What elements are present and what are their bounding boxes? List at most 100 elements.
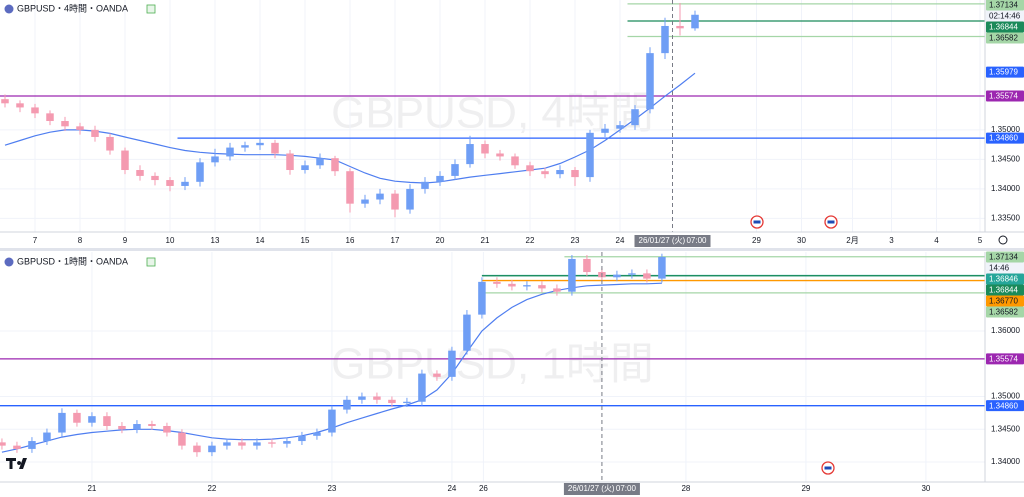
candle-body <box>391 193 399 210</box>
candle-body <box>121 150 129 171</box>
candle-body <box>613 274 621 278</box>
candle-body <box>661 25 669 54</box>
price-label: 1.34860 <box>989 134 1018 143</box>
candle-body <box>46 113 54 122</box>
candle-body <box>226 147 234 157</box>
x-tick-label: 7 <box>33 236 38 245</box>
candle-body <box>136 170 144 176</box>
candle-body <box>328 409 336 433</box>
event-flag-stripe <box>753 220 761 224</box>
x-tick-label: 8 <box>78 236 83 245</box>
x-tick-label: 28 <box>681 484 690 493</box>
candle-body <box>643 273 651 279</box>
symbol-icon <box>4 257 14 267</box>
candle-body <box>403 401 411 404</box>
candle-body <box>466 144 474 165</box>
price-label-bg <box>986 306 1024 318</box>
candle-body <box>448 350 456 377</box>
price-label: 1.37134 <box>989 1 1018 10</box>
candle-body <box>571 170 579 178</box>
watermark: GBPUSD, 1時間 <box>331 340 654 389</box>
x-tick-label: 29 <box>801 484 810 493</box>
price-label: 1.36770 <box>989 297 1018 306</box>
chart-title[interactable]: GBPUSD・4時間・OANDA <box>17 3 128 13</box>
y-tick-label: 1.34000 <box>991 457 1020 466</box>
candle-body <box>253 442 261 446</box>
price-label-bg <box>986 21 1024 33</box>
candle-body <box>646 53 654 110</box>
price-label: 1.36582 <box>989 308 1018 317</box>
candle-body <box>481 144 489 154</box>
pane-separator <box>0 248 1024 251</box>
candle-body <box>376 193 384 200</box>
candle-body <box>406 188 414 210</box>
countdown: 02:14:46 <box>989 12 1021 21</box>
price-label-bg <box>986 0 1024 11</box>
candle-body <box>283 441 291 444</box>
candle-body <box>193 445 201 453</box>
candle-body <box>331 158 339 172</box>
candle-body <box>148 424 156 426</box>
candle-body <box>358 396 366 400</box>
x-tick-label: 10 <box>166 236 175 245</box>
price-label: 1.35574 <box>989 355 1018 364</box>
x-tick-label: 22 <box>526 236 535 245</box>
candle-body <box>628 273 636 275</box>
candle-body <box>538 285 546 289</box>
crosshair-label-bg <box>563 483 640 495</box>
candle-body <box>163 425 171 433</box>
settings-button[interactable] <box>998 235 1008 245</box>
price-label-bg <box>986 251 1024 263</box>
x-tick-label: 5 <box>978 236 983 245</box>
candle-body <box>496 153 504 157</box>
x-tick-label: 29 <box>752 236 761 245</box>
candle-body <box>88 416 96 423</box>
candle-body <box>316 158 324 166</box>
x-tick-label: 13 <box>211 236 220 245</box>
candle-body <box>691 14 699 29</box>
tradingview-logo <box>6 458 27 469</box>
candle-body <box>1 99 9 104</box>
crosshair-time: 07:00 <box>686 236 707 245</box>
price-label-bg <box>986 353 1024 365</box>
candle-body <box>541 171 549 175</box>
candle-body <box>61 121 69 127</box>
candle-body <box>418 373 426 402</box>
event-flag-stripe <box>827 220 835 224</box>
candle-body <box>463 314 471 351</box>
x-tick-label: 3 <box>889 236 894 245</box>
candle-body <box>43 432 51 442</box>
candle-body <box>58 412 66 433</box>
price-label: 1.36846 <box>989 275 1018 284</box>
chart-title[interactable]: GBPUSD・1時間・OANDA <box>17 256 128 266</box>
candle-body <box>436 175 444 182</box>
x-tick-label: 4 <box>934 236 939 245</box>
candle-body <box>91 129 99 137</box>
candle-body <box>616 125 624 129</box>
candle-body <box>373 396 381 400</box>
candle-body <box>133 424 141 430</box>
candle-body <box>13 445 21 449</box>
candle-body <box>73 412 81 423</box>
candle-body <box>28 441 36 449</box>
status-icon <box>146 257 156 267</box>
candle-body <box>223 442 231 446</box>
candle-body <box>268 442 276 444</box>
candle-body <box>676 25 684 29</box>
candle-body <box>583 258 591 273</box>
candle-body <box>388 399 396 404</box>
moving-average <box>4 72 696 184</box>
x-tick-label: 24 <box>616 236 625 245</box>
event-flag-stripe <box>824 466 832 470</box>
price-label-bg <box>986 400 1024 412</box>
y-tick-label: 1.35000 <box>991 125 1020 134</box>
candle-body <box>493 281 501 284</box>
candle-body <box>208 445 216 453</box>
y-tick-label: 1.34500 <box>991 154 1020 163</box>
price-label-bg <box>986 132 1024 144</box>
candle-body <box>433 373 441 377</box>
price-label: 1.36844 <box>989 23 1018 32</box>
price-label: 1.35574 <box>989 92 1018 101</box>
candle-body <box>211 156 219 163</box>
